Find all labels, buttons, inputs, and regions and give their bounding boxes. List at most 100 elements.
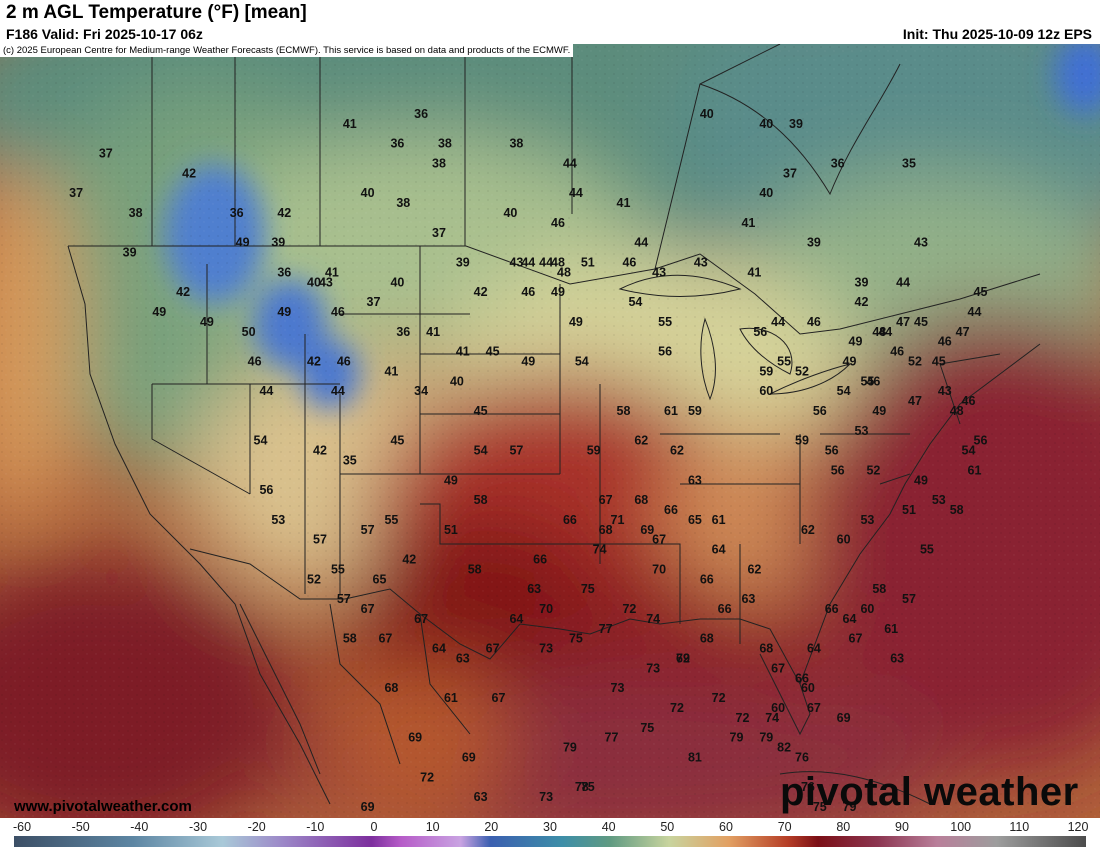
pacific-coast	[67, 245, 331, 805]
website-label[interactable]: www.pivotalweather.com	[14, 798, 192, 815]
temperature-value-label: 42	[176, 285, 190, 299]
temperature-value-label: 77	[605, 731, 619, 745]
temperature-value-label: 40	[700, 107, 714, 121]
temperature-value-label: 44	[634, 236, 648, 250]
lake-erie	[769, 363, 852, 395]
colorbar-tick-label: -20	[248, 820, 266, 834]
temperature-value-label: 47	[908, 394, 922, 408]
temperature-value-label: 64	[509, 612, 523, 626]
temperature-value-label: 57	[337, 592, 351, 606]
temperature-value-label: 72	[420, 770, 434, 784]
temperature-value-label: 60	[759, 384, 773, 398]
temperature-value-label: 77	[599, 622, 613, 636]
temperature-value-label: 64	[843, 612, 857, 626]
colorbar-tick-label: -40	[130, 820, 148, 834]
temperature-value-label: 41	[426, 325, 440, 339]
temperature-value-label: 40	[450, 374, 464, 388]
temperature-value-label: 46	[622, 256, 636, 270]
temperature-value-label: 46	[866, 374, 880, 388]
mexico-states	[329, 603, 471, 765]
temperature-value-label: 44	[563, 157, 577, 171]
baja-coast	[239, 603, 321, 775]
temperature-value-label: 38	[129, 206, 143, 220]
state-lines-plains	[340, 246, 580, 545]
lake-huron	[739, 327, 793, 375]
temperature-value-label: 48	[872, 325, 886, 339]
temperature-value-label: 75	[581, 582, 595, 596]
temperature-value-label: 74	[765, 711, 779, 725]
colorbar-tick-label: 70	[778, 820, 792, 834]
temperature-value-label: 61	[968, 463, 982, 477]
temperature-value-label: 40	[759, 186, 773, 200]
temperature-value-label: 53	[855, 424, 869, 438]
temperature-value-label: 58	[872, 582, 886, 596]
temperature-value-label: 74	[593, 543, 607, 557]
temperature-value-label: 43	[509, 256, 523, 270]
temperature-value-label: 58	[343, 632, 357, 646]
temperature-value-label: 39	[123, 246, 137, 260]
temperature-value-label: 72	[676, 652, 690, 666]
temperature-value-label: 36	[390, 137, 404, 151]
temperature-value-label: 40	[759, 117, 773, 131]
colorbar-tick-label: 50	[660, 820, 674, 834]
temperature-value-label: 67	[492, 691, 506, 705]
temperature-value-label: 45	[914, 315, 928, 329]
temperature-value-label: 72	[736, 711, 750, 725]
temperature-value-label: 42	[307, 355, 321, 369]
temperature-value-label: 67	[599, 493, 613, 507]
temperature-value-label: 56	[259, 483, 273, 497]
temperature-value-label: 44	[896, 275, 910, 289]
temperature-value-label: 46	[938, 335, 952, 349]
temperature-value-label: 52	[866, 463, 880, 477]
temperature-value-label: 42	[277, 206, 291, 220]
province-lines	[151, 44, 781, 270]
temperature-value-label: 55	[777, 355, 791, 369]
temperature-value-label: 51	[902, 503, 916, 517]
temperature-value-label: 65	[373, 572, 387, 586]
temperature-value-label: 35	[902, 157, 916, 171]
temperature-value-label: 44	[771, 315, 785, 329]
temperature-value-label: 42	[474, 285, 488, 299]
temperature-value-label: 51	[581, 256, 595, 270]
temperature-value-label: 43	[938, 384, 952, 398]
temperature-value-label: 42	[182, 166, 196, 180]
temperature-value-label: 36	[414, 107, 428, 121]
temperature-value-label: 55	[658, 315, 672, 329]
temperature-value-label: 44	[521, 256, 535, 270]
temperature-value-label: 68	[599, 523, 613, 537]
temperature-value-label: 56	[825, 444, 839, 458]
temperature-value-label: 49	[277, 305, 291, 319]
temperature-value-label: 34	[414, 384, 428, 398]
temperature-value-label: 67	[361, 602, 375, 616]
temperature-value-label: 73	[539, 642, 553, 656]
temperature-value-label: 64	[432, 642, 446, 656]
colorbar-tick-label: 10	[426, 820, 440, 834]
init-time: Init: Thu 2025-10-09 12z EPS	[902, 26, 1092, 42]
temperature-value-label: 51	[444, 523, 458, 537]
temperature-value-label: 76	[801, 780, 815, 794]
temperature-value-label: 49	[152, 305, 166, 319]
us-mexico-border	[189, 548, 521, 660]
temperature-value-label: 67	[378, 632, 392, 646]
temperature-value-label: 49	[200, 315, 214, 329]
temperature-value-label: 44	[331, 384, 345, 398]
temperature-value-label: 81	[688, 751, 702, 765]
temperature-labels: 37 37 42 38 36 42 39 39 36 42 40 41 49 49 41 36 38 38 44 36…	[69, 107, 987, 814]
temperature-value-label: 41	[747, 265, 761, 279]
temperature-value-label: 59	[795, 434, 809, 448]
temperature-value-label: 67	[486, 642, 500, 656]
texture	[0, 44, 1100, 818]
colorbar-tick-label: -60	[13, 820, 31, 834]
temperature-value-label: 72	[670, 701, 684, 715]
colorbar-ticks: -60 -50 -40 -30 -20 -10 0 10 20 30 40 50 60 70 80 90 100…	[13, 820, 1089, 834]
temperature-value-label: 36	[396, 325, 410, 339]
temperature-value-label: 68	[634, 493, 648, 507]
temperature-value-label: 42	[402, 553, 416, 567]
colorbar-tick-label: 0	[371, 820, 378, 834]
temperature-value-label: 73	[646, 661, 660, 675]
temperature-value-label: 39	[789, 117, 803, 131]
temperature-value-label: 43	[914, 236, 928, 250]
temperature-value-label: 54	[837, 384, 851, 398]
temperature-value-label: 73	[539, 790, 553, 804]
temperature-value-label: 69	[640, 523, 654, 537]
